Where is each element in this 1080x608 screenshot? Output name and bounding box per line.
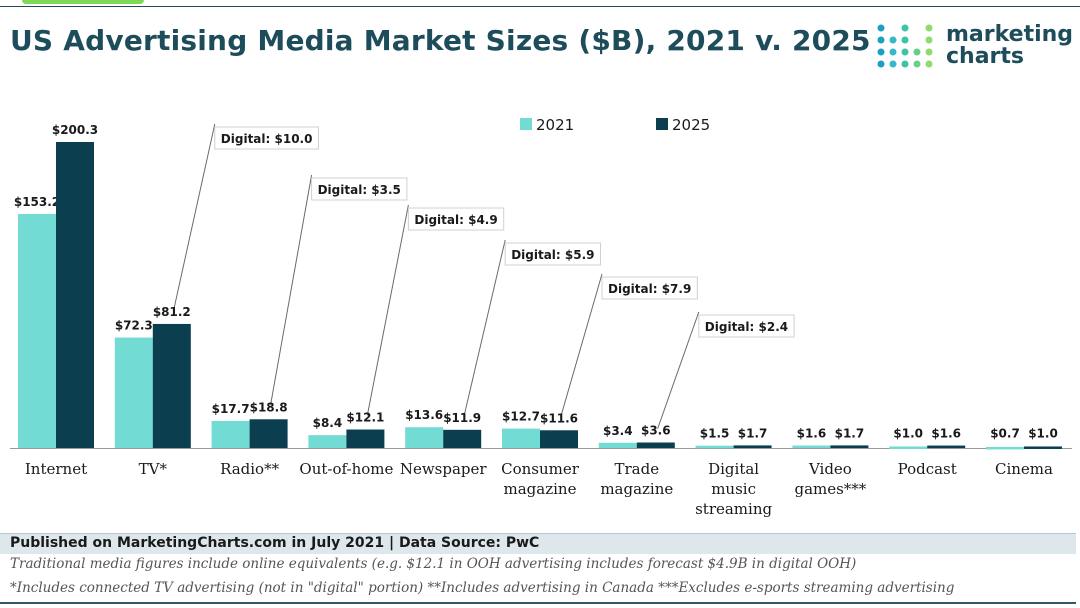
logo-line-2: charts [946, 44, 1025, 69]
category-label: Video [808, 460, 852, 478]
logo-line-1: marketing [946, 22, 1074, 47]
legend-swatch-2025 [656, 118, 668, 130]
legend-swatch-2021 [520, 118, 532, 130]
bar-2025 [636, 442, 675, 448]
logo-wordmark: marketing charts [946, 24, 1073, 68]
category-label: Newspaper [400, 460, 488, 478]
data-label-2025: $11.6 [540, 411, 578, 425]
footer-note-asterisks: *Includes connected TV advertising (not … [10, 580, 955, 596]
marketingcharts-logo[interactable]: marketing charts [876, 18, 1076, 78]
bar-2021 [598, 442, 637, 448]
footer: Published on MarketingCharts.com in July… [0, 533, 1080, 608]
annotation-digital-label: Digital: $10.0 [221, 132, 313, 146]
data-label-2025: $18.8 [250, 400, 288, 414]
data-label-2021: $0.7 [990, 427, 1020, 441]
bar-2021 [114, 337, 153, 448]
top-accent-bar [22, 0, 144, 4]
category-label: Digital [708, 460, 759, 478]
annotation-box [504, 242, 602, 266]
category-label: Cinema [995, 460, 1053, 478]
top-divider [0, 6, 1080, 7]
data-label-2025: $1.0 [1028, 427, 1058, 441]
data-label-2021: $1.6 [797, 427, 827, 441]
footer-note-traditional: Traditional media figures include online… [10, 556, 857, 572]
bar-2025 [249, 419, 288, 448]
data-label-2025: $1.6 [931, 427, 961, 441]
category-label: Internet [25, 460, 87, 478]
chart-title: US Advertising Media Market Sizes ($B), … [10, 24, 871, 57]
annotation-leader-line [560, 273, 603, 417]
bar-2021 [986, 446, 1024, 450]
category-label: streaming [695, 500, 772, 518]
bar-2025 [830, 445, 869, 448]
bar-2021 [405, 427, 444, 448]
annotation-box [601, 276, 698, 300]
data-label-2021: $1.0 [893, 427, 923, 441]
legend-label-2021: 2021 [536, 116, 574, 134]
bar-2025 [733, 445, 772, 448]
annotation-digital-label: Digital: $5.9 [511, 248, 594, 262]
annotation-digital-label: Digital: $3.5 [318, 183, 401, 197]
bar-2025 [56, 142, 94, 448]
category-label: Out-of-home [299, 460, 393, 478]
bar-2025 [927, 445, 966, 449]
data-label-2025: $81.2 [153, 305, 191, 319]
category-label: TV* [139, 460, 168, 478]
bar-2025 [152, 323, 191, 448]
category-label: Radio** [220, 460, 280, 478]
category-label: magazine [504, 480, 577, 498]
data-label-2021: $8.4 [313, 416, 343, 430]
footer-divider [0, 602, 1076, 604]
annotation-box [698, 314, 795, 338]
annotation-box [311, 177, 408, 201]
bar-2021 [889, 446, 928, 449]
bar-2021 [695, 445, 734, 449]
annotation-leader-line [270, 174, 313, 406]
bar-2025 [346, 429, 385, 448]
annotation-leader-line [657, 311, 700, 429]
data-label-2021: $153.2 [14, 195, 60, 209]
category-label: Trade [614, 460, 659, 478]
footer-band: Published on MarketingCharts.com in July… [0, 533, 1076, 554]
bar-2025 [540, 430, 578, 448]
annotation-digital-label: Digital: $4.9 [414, 213, 497, 227]
data-label-2025: $12.1 [346, 411, 384, 425]
data-label-2025: $1.7 [835, 426, 865, 440]
bar-2021 [308, 435, 347, 448]
annotation-digital-label: Digital: $7.9 [608, 282, 691, 296]
annotation-leader-line [173, 123, 216, 311]
data-label-2021: $3.4 [603, 424, 633, 438]
category-label: Podcast [898, 460, 957, 478]
data-label-2025: $11.9 [443, 411, 481, 425]
annotation-leader-line [366, 204, 409, 416]
legend-label-2025: 2025 [672, 116, 710, 134]
annotation-box [407, 207, 505, 231]
bar-2025 [1024, 446, 1062, 449]
data-label-2021: $17.7 [212, 402, 250, 416]
data-label-2021: $12.7 [502, 410, 540, 424]
bar-chart: Digital: $10.0 Digital: $3.5 Digital: $4.9… [10, 116, 1072, 518]
annotation-digital-label: Digital: $2.4 [705, 320, 788, 334]
footer-published: Published on MarketingCharts.com in July… [10, 535, 540, 551]
data-label-2021: $72.3 [115, 319, 153, 333]
annotation-box [214, 126, 319, 150]
bar-2021 [502, 428, 540, 448]
category-label: magazine [600, 480, 673, 498]
data-label-2021: $13.6 [405, 408, 443, 422]
bar-2021 [792, 445, 831, 449]
category-label: games*** [794, 480, 866, 498]
category-label: Consumer [501, 460, 580, 478]
data-label-2025: $3.6 [641, 424, 671, 438]
data-label-2025: $200.3 [52, 123, 98, 137]
logo-dots-icon [877, 24, 933, 68]
bar-2021 [18, 213, 56, 448]
bar-2025 [443, 429, 482, 448]
annotation-leader-line [463, 239, 506, 416]
data-label-2025: $1.7 [738, 426, 768, 440]
data-label-2021: $1.5 [700, 427, 730, 441]
category-label: music [711, 480, 756, 498]
bar-2021 [211, 420, 250, 448]
